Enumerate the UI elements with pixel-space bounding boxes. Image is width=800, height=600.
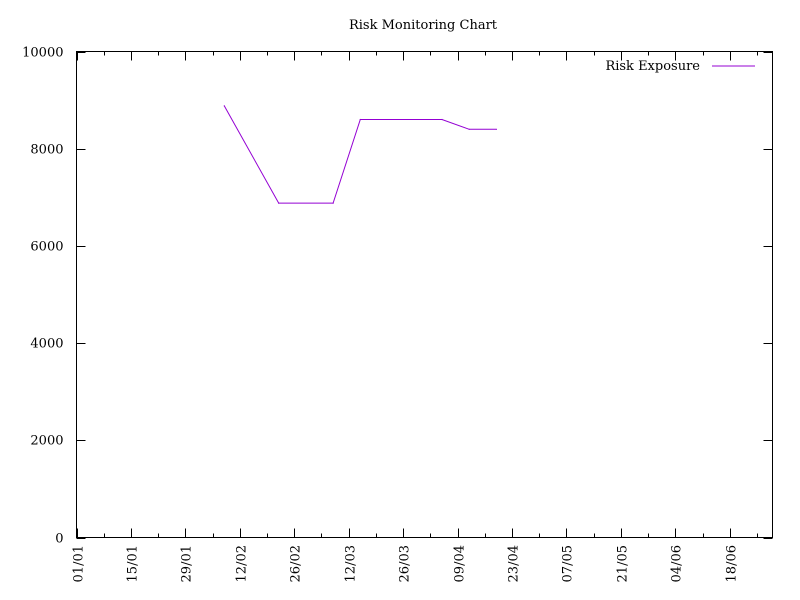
x-tick-label-4: 26/02 [289, 545, 304, 582]
y-tick-label-1: 2000 [30, 434, 63, 449]
chart-title: Risk Monitoring Chart [349, 18, 498, 33]
x-tick-label-9: 07/05 [561, 545, 576, 582]
series-line-0 [223, 105, 497, 204]
x-tick-label-5: 12/03 [344, 545, 359, 582]
data-point-0-1 [278, 202, 280, 204]
x-tick-label-10: 21/05 [616, 545, 631, 582]
x-tick-label-6: 26/03 [398, 545, 413, 582]
data-point-0-3 [359, 118, 361, 121]
plot-frame [76, 51, 773, 538]
x-tick-label-12: 18/06 [725, 545, 740, 582]
x-tick-label-11: 04/06 [670, 545, 685, 582]
x-tick-label-7: 09/04 [453, 545, 468, 582]
legend-label: Risk Exposure [605, 59, 700, 74]
y-axis: 0 2000 4000 6000 8000 10000 [22, 46, 773, 547]
data-point-0-4 [441, 118, 443, 121]
x-tick-label-1: 15/01 [126, 545, 141, 582]
y-tick-label-3: 6000 [30, 240, 63, 255]
y-tick-label-2: 4000 [30, 337, 63, 352]
y-tick-label-0: 0 [55, 532, 63, 547]
x-tick-label-0: 01/01 [72, 545, 87, 582]
y-tick-label-5: 10000 [22, 46, 63, 61]
x-tick-label-8: 23/04 [507, 545, 522, 582]
x-tick-label-2: 29/01 [180, 545, 195, 582]
data-point-0-2 [332, 202, 334, 204]
y-tick-label-4: 8000 [30, 143, 63, 158]
series-layer [223, 105, 497, 204]
x-axis: 01/01 15/01 29/01 12/02 26/02 12/03 26/03 09/04… [72, 51, 758, 582]
legend: Risk Exposure [605, 59, 755, 74]
data-point-0-0 [223, 105, 225, 107]
x-tick-label-3: 12/02 [235, 545, 250, 582]
data-point-0-5 [468, 128, 470, 130]
data-point-0-6 [495, 128, 497, 130]
